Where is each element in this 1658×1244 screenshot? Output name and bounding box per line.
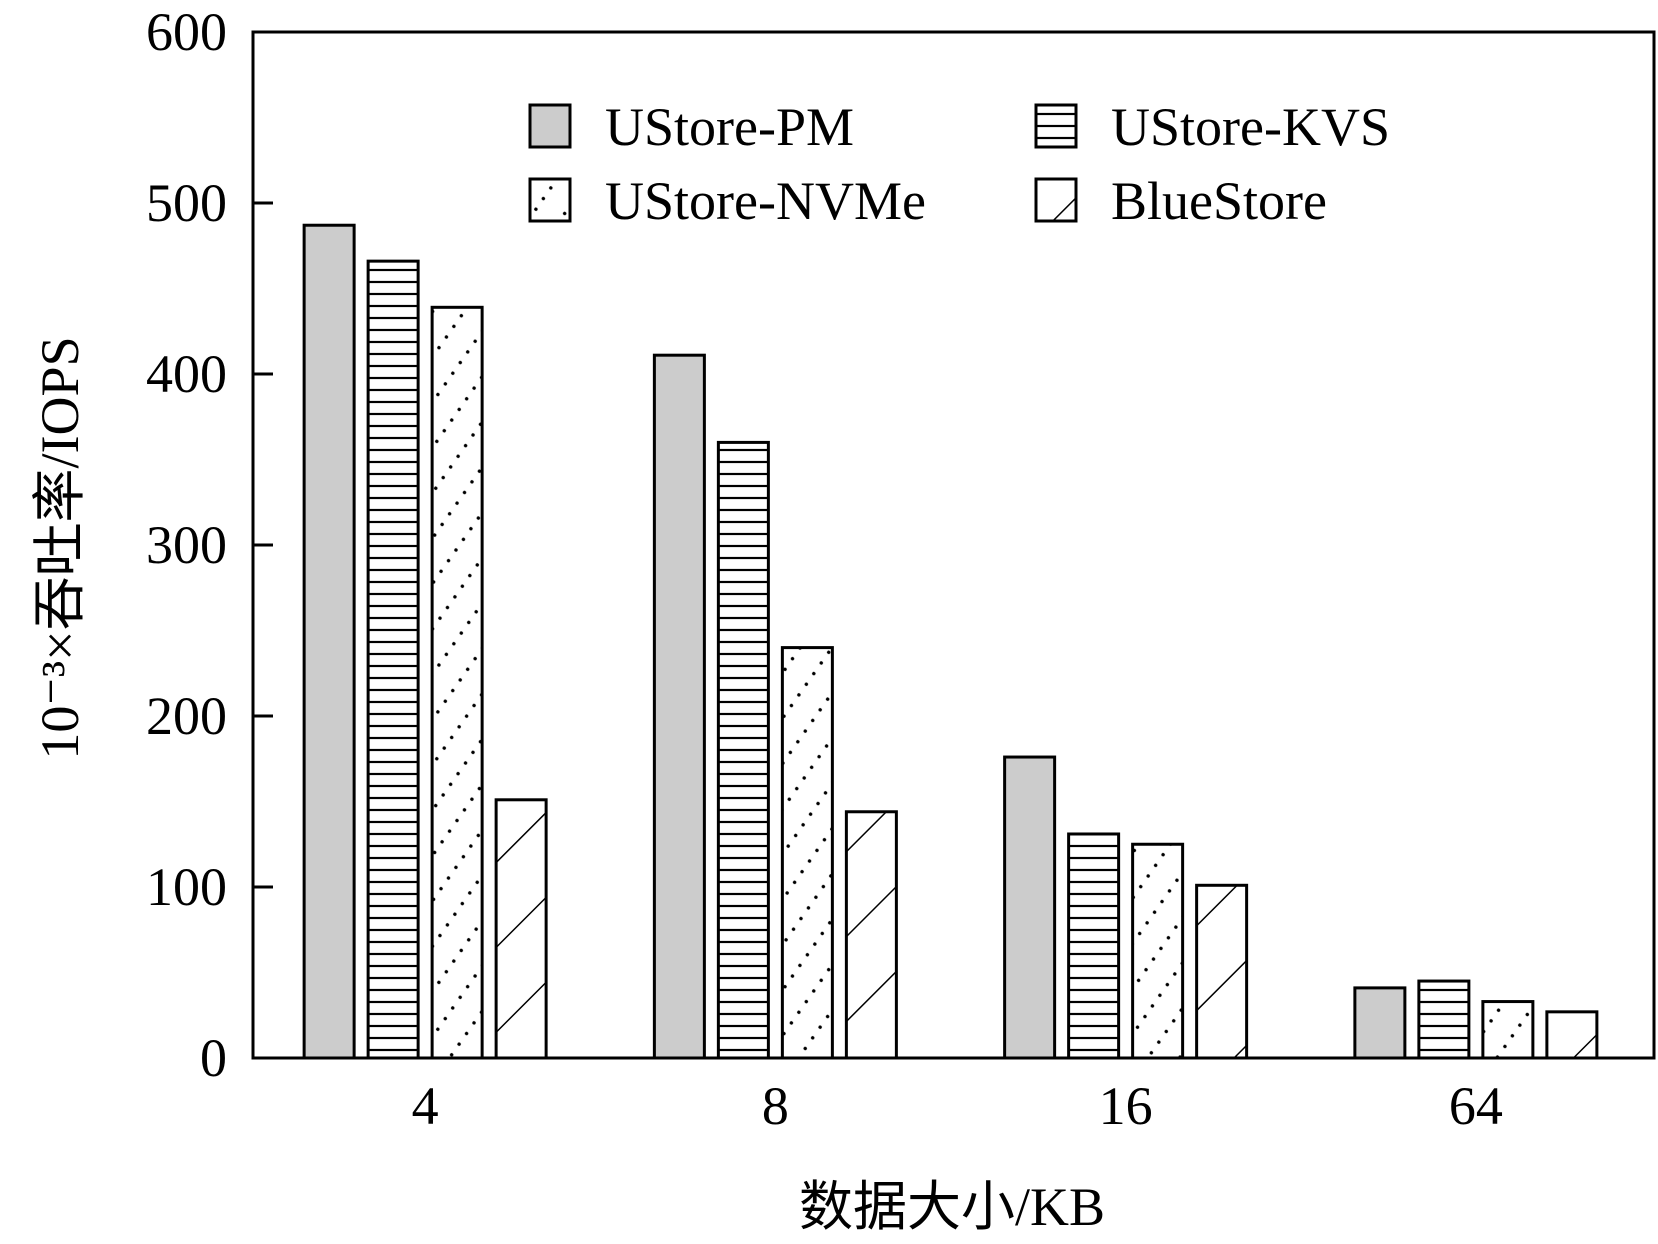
- bar-ustore-kvs-64: [1417, 979, 1471, 1060]
- bar-ustore-nvme-16: [1131, 842, 1185, 1060]
- y-tick-label: 100: [146, 857, 227, 917]
- y-tick-label: 200: [146, 686, 227, 746]
- bar-bluestore-4: [494, 798, 548, 1060]
- legend-label-ustore-nvme: UStore-NVMe: [605, 171, 926, 231]
- legend-swatch-ustore-kvs: [1034, 103, 1078, 149]
- y-tick-label: 0: [200, 1028, 227, 1088]
- legend-swatch-ustore-pm: [528, 103, 572, 149]
- x-tick-label: 64: [1449, 1076, 1503, 1136]
- legend-swatch-ustore-nvme: [528, 177, 572, 223]
- bar-ustore-kvs-16: [1067, 832, 1121, 1060]
- x-tick-label: 16: [1099, 1076, 1153, 1136]
- bar-ustore-pm-16: [1003, 755, 1057, 1060]
- y-tick-label: 500: [146, 173, 227, 233]
- bar-bluestore-16: [1195, 883, 1249, 1060]
- bar-ustore-nvme-64: [1481, 1000, 1535, 1060]
- x-axis-label: 数据大小/KB: [799, 1177, 1105, 1237]
- legend-label-ustore-kvs: UStore-KVS: [1111, 97, 1390, 157]
- bar-ustore-pm-64: [1353, 986, 1407, 1060]
- bar-bluestore-8: [844, 810, 898, 1060]
- bar-ustore-nvme-4: [430, 305, 484, 1060]
- y-tick-label: 600: [146, 2, 227, 62]
- y-axis-label: 10⁻³×吞吐率/IOPS: [30, 336, 90, 759]
- legend-label-ustore-pm: UStore-PM: [605, 97, 854, 157]
- bar-ustore-kvs-8: [716, 440, 770, 1060]
- bar-ustore-pm-4: [302, 223, 356, 1060]
- x-tick-label: 8: [762, 1076, 789, 1136]
- bar-bluestore-64: [1545, 1010, 1599, 1060]
- y-tick-label: 400: [146, 344, 227, 404]
- bar-ustore-kvs-4: [366, 259, 420, 1060]
- bar-ustore-nvme-8: [780, 646, 834, 1060]
- legend-label-bluestore: BlueStore: [1111, 171, 1327, 231]
- x-tick-label: 4: [412, 1076, 439, 1136]
- y-tick-label: 300: [146, 515, 227, 575]
- bar-ustore-pm-8: [652, 353, 706, 1060]
- legend-swatch-bluestore: [1034, 177, 1078, 223]
